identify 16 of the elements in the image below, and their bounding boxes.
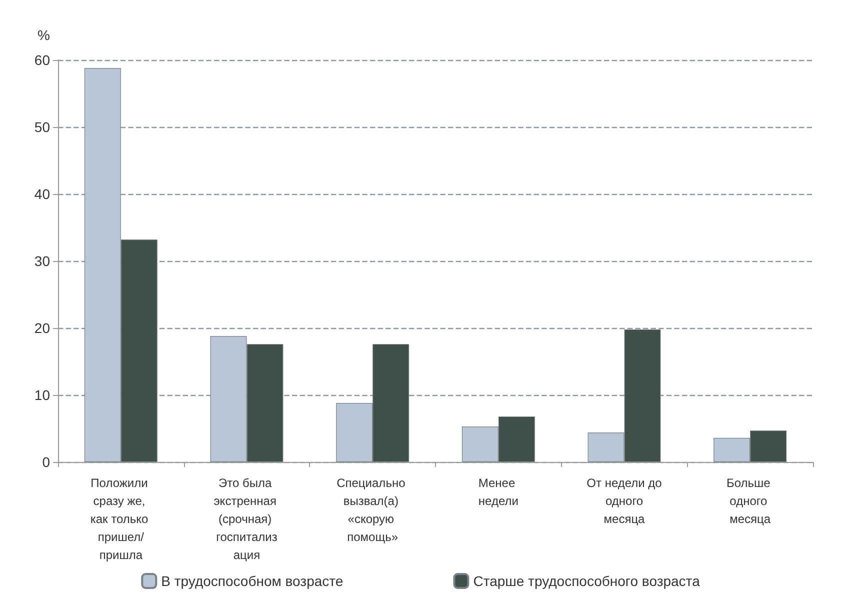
y-tick-label: 10 (34, 387, 50, 403)
x-tick-label: Положили сразу же, как только пришел/пришла (90, 476, 152, 562)
x-tick-label: Менее недели (478, 476, 518, 508)
x-tick-label: От недели до одного месяца (586, 476, 662, 526)
y-tick-label: 30 (34, 253, 50, 269)
x-tick-label: Это была экстренная (срочная) госпитализация (214, 476, 280, 562)
y-tick-label: 60 (34, 52, 50, 68)
y-tick-label: 20 (34, 320, 50, 336)
y-axis-title: % (38, 27, 50, 43)
legend-label: В трудоспособном возрасте (161, 573, 344, 589)
y-tick-label: 40 (34, 186, 50, 202)
y-tick-label: 0 (42, 454, 50, 470)
legend-label: Старше трудоспособного возраста (473, 573, 700, 589)
x-tick-label: Специально вызвал(а) «скорую помощь» (336, 476, 409, 544)
y-tick-label: 50 (34, 119, 50, 135)
x-tick-label: Больше одного месяца (726, 476, 774, 526)
